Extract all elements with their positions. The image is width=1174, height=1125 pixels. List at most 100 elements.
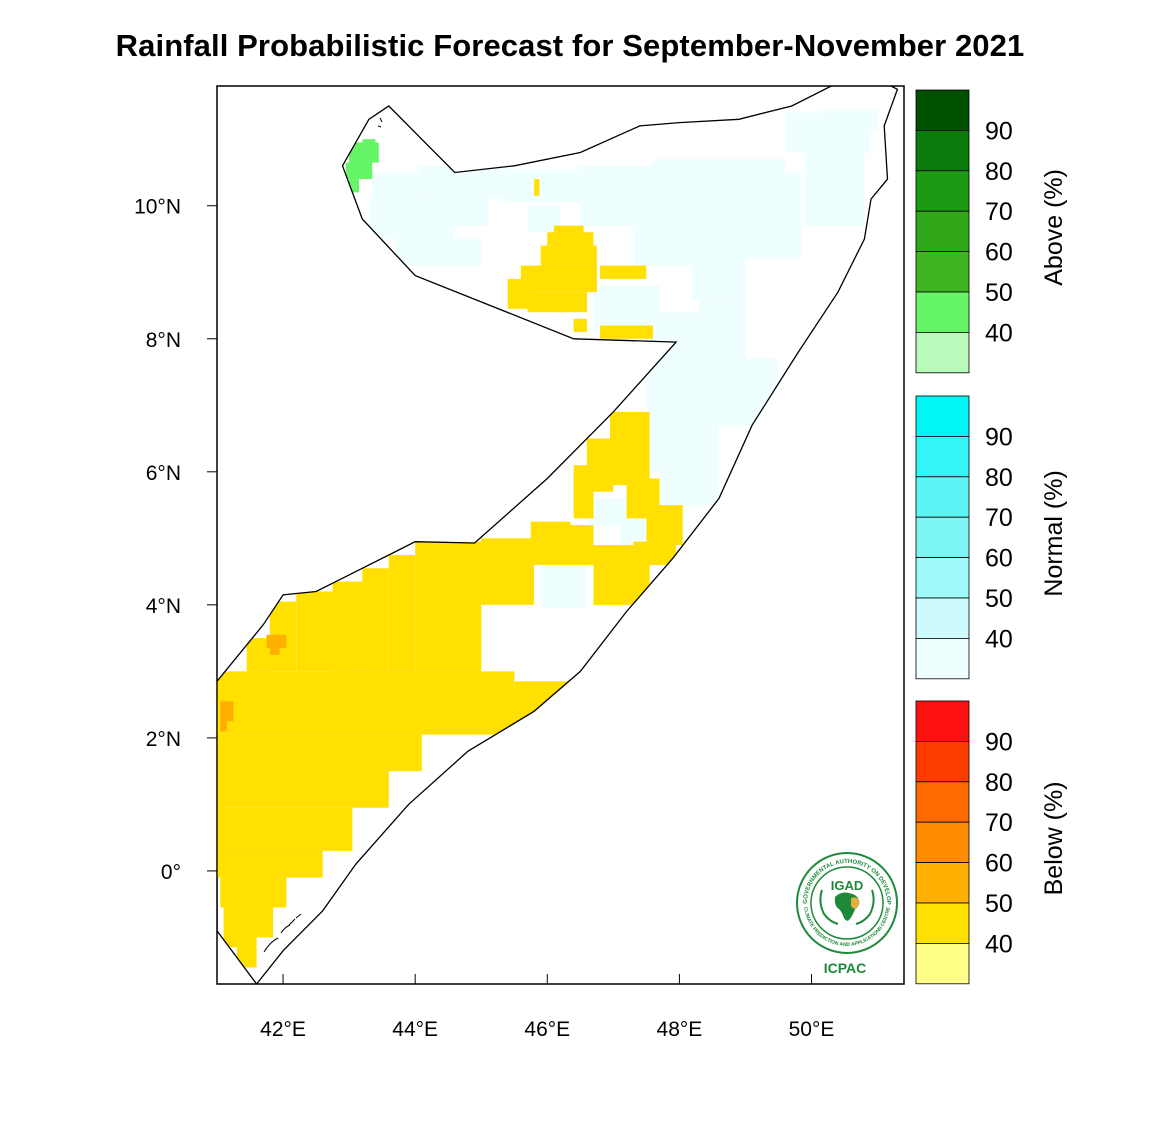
normal-cell	[633, 225, 693, 266]
below-40-cell	[236, 947, 257, 968]
below-40-cell	[332, 581, 363, 672]
normal-cell	[395, 239, 482, 266]
island-mark-south	[263, 913, 302, 953]
colorbar-label: 60	[985, 850, 1013, 878]
normal-cell	[372, 172, 419, 200]
below-40-cell	[534, 179, 540, 196]
colorbar-normal: 90 80 70 60 50 40 Normal (%)	[915, 395, 1068, 680]
x-tick-label: 44°E	[392, 1018, 438, 1041]
colorbar-label: 90	[985, 728, 1013, 756]
below-40-cells	[217, 179, 683, 968]
colorbar-swatch	[915, 210, 970, 252]
colorbar-label: 40	[985, 930, 1013, 958]
x-tick-label: 42°E	[260, 1018, 306, 1041]
normal-cell	[540, 564, 587, 609]
map-panel: 42°E 44°E 46°E 48°E 50°E 10°N 8°N 6°N 4°N 2°N 0°	[134, 85, 905, 1041]
normal-cell	[745, 172, 802, 259]
colorbar-label: 50	[985, 279, 1013, 307]
normal-cell	[620, 518, 647, 545]
colorbar-swatch	[915, 331, 970, 374]
below-40-cell	[388, 555, 416, 672]
above-cell	[345, 162, 373, 180]
y-tick-label: 4°N	[146, 595, 181, 618]
above-cell	[362, 139, 376, 143]
colorbar-swatch	[915, 597, 970, 639]
below-40-cell	[217, 671, 515, 735]
below-40-cell	[547, 232, 594, 246]
x-tick-label: 50°E	[789, 1018, 835, 1041]
y-axis-ticks: 10°N 8°N 6°N 4°N 2°N 0°	[134, 196, 217, 884]
colorbar-swatch	[915, 862, 970, 904]
colorbar-swatch	[915, 251, 970, 293]
y-tick-label: 0°	[161, 861, 181, 884]
normal-cell	[659, 471, 720, 506]
colorbar-label: 70	[985, 198, 1013, 226]
colorbar-swatch	[915, 476, 970, 518]
laurel-left-icon	[819, 889, 839, 925]
below-40-cell	[256, 907, 274, 938]
below-40-cell	[220, 877, 287, 908]
logo-igad-text: IGAD	[831, 878, 864, 893]
colorbar-swatch	[915, 435, 970, 478]
colorbar-swatch	[915, 291, 970, 333]
map-title: Rainfall Probabilistic Forecast for Sept…	[115, 28, 1025, 63]
colorbar-swatch	[915, 821, 970, 864]
colorbar-swatch	[915, 638, 970, 680]
colorbars: 90 80 70 60 50 40 Above (%) 90 80 70 60 50 40 Normal …	[915, 89, 1068, 985]
below-50-cell	[266, 634, 287, 649]
above-40-cells	[345, 139, 379, 193]
below-40-cell	[415, 541, 482, 672]
colorbar-label: 50	[985, 890, 1013, 918]
below-40-cell	[362, 568, 389, 672]
horn-region-icon	[851, 897, 860, 909]
colorbar-below: 90 80 70 60 50 40 Below (%)	[915, 700, 1068, 985]
x-axis-ticks: 42°E 44°E 46°E 48°E 50°E	[260, 974, 834, 1041]
colorbar-swatch	[915, 700, 970, 742]
colorbar-swatch	[915, 89, 970, 131]
y-tick-label: 10°N	[134, 196, 181, 219]
below-40-cell	[530, 521, 571, 565]
colorbar-label: 80	[985, 464, 1013, 492]
colorbar-label: 90	[985, 117, 1013, 145]
y-tick-label: 2°N	[146, 728, 181, 751]
below-40-cell	[223, 907, 257, 948]
below-40-cell	[217, 734, 422, 772]
normal-cell	[448, 199, 488, 226]
above-cell	[349, 179, 359, 193]
below-40-cell	[296, 591, 333, 672]
below-40-cell	[217, 807, 353, 851]
normal-cell	[692, 192, 746, 299]
below-40-cell	[540, 245, 597, 266]
below-40-cell	[520, 265, 597, 293]
colorbar-label: 60	[985, 239, 1013, 267]
colorbar-title: Below (%)	[1040, 781, 1068, 895]
below-40-cell	[217, 771, 389, 808]
island-mark-north	[377, 117, 383, 128]
above-cell	[349, 142, 379, 163]
colorbar-title: Normal (%)	[1040, 470, 1068, 596]
somalia-boundary	[217, 86, 899, 984]
colorbar-swatch	[915, 129, 970, 172]
below-50-cell	[220, 721, 227, 732]
colorbar-swatch	[915, 170, 970, 212]
x-tick-label: 46°E	[524, 1018, 570, 1041]
colorbar-swatch	[915, 557, 970, 599]
below-50-cell	[269, 648, 280, 655]
below-40-cell	[217, 851, 323, 878]
colorbar-label: 50	[985, 585, 1013, 613]
colorbar-swatch	[915, 516, 970, 559]
colorbar-label: 40	[985, 319, 1013, 347]
colorbar-above: 90 80 70 60 50 40 Above (%)	[915, 89, 1068, 374]
colorbar-label: 80	[985, 769, 1013, 797]
below-40-cell	[573, 318, 587, 333]
normal-cell	[368, 199, 455, 239]
x-tick-label: 48°E	[657, 1018, 703, 1041]
colorbar-swatch	[915, 741, 970, 783]
below-40-cell	[246, 638, 270, 672]
colorbar-swatch	[915, 902, 970, 944]
colorbar-swatch	[915, 781, 970, 823]
below-40-cell	[481, 538, 534, 605]
below-40-cell	[567, 525, 594, 565]
coast-islands	[263, 117, 383, 953]
